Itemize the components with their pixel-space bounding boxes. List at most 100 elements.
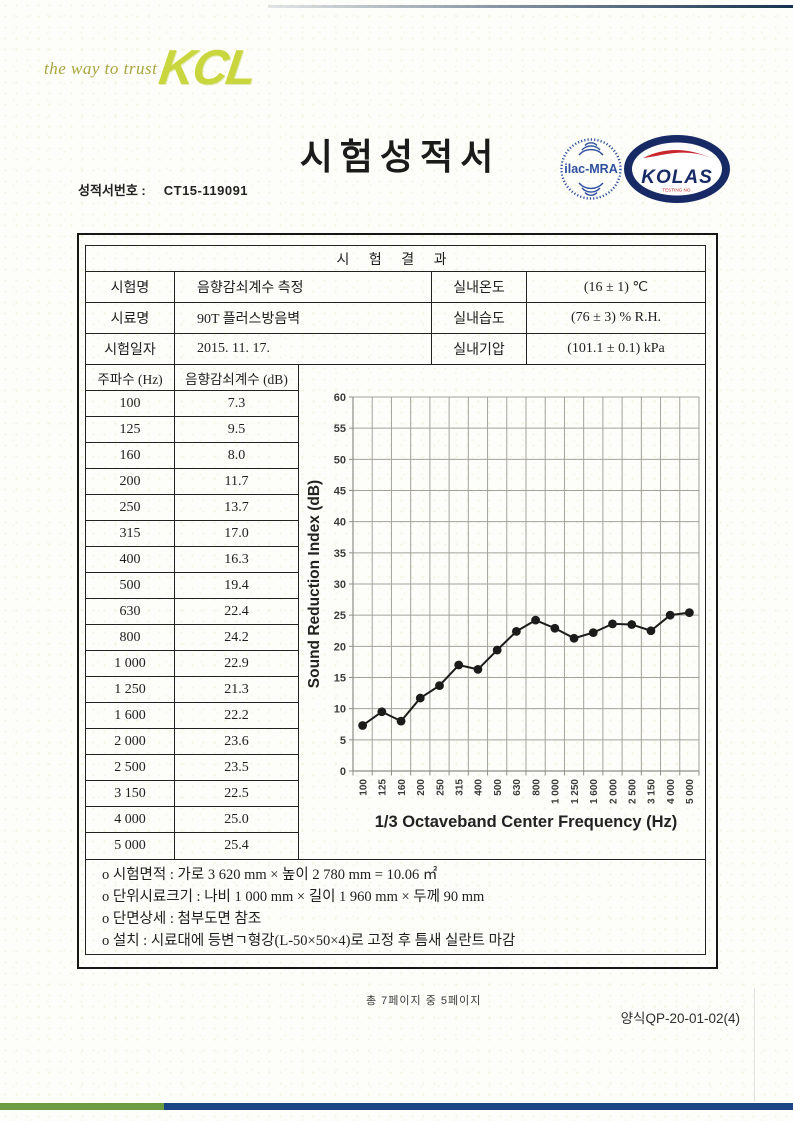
footer-bar-green xyxy=(0,1103,164,1110)
x-tick-label: 200 xyxy=(416,779,427,796)
freq-hz-cell: 1 600 xyxy=(86,703,175,728)
frequency-table: 주파수 (Hz) 음향감쇠계수 (dB) 100 7.3 125 9.5 160 8.0 2… xyxy=(86,365,299,859)
y-tick-label: 50 xyxy=(334,454,346,466)
data-point-marker xyxy=(454,660,464,670)
freq-db-cell: 16.3 xyxy=(224,551,249,567)
data-point-marker xyxy=(396,716,406,726)
freq-hz-cell: 315 xyxy=(86,521,175,546)
info-row-test-name: 시험명 음향감쇠계수 측정 실내온도 (16 ± 1) ℃ xyxy=(86,272,705,303)
freq-table-row: 125 9.5 xyxy=(86,417,298,443)
data-point-marker xyxy=(646,626,656,636)
col-header-frequency: 주파수 (Hz) xyxy=(86,365,175,390)
label-sample-name: 시료명 xyxy=(86,303,175,333)
freq-hz-cell: 4 000 xyxy=(86,807,175,832)
value-room-pressure: (101.1 ± 0.1) kPa xyxy=(567,341,665,356)
freq-db-cell: 17.0 xyxy=(224,525,249,541)
freq-db-cell: 22.9 xyxy=(224,655,249,671)
kolas-sub-text: TESTING NO. xyxy=(662,188,691,193)
data-point-marker xyxy=(550,623,560,633)
label-room-temp: 실내온도 xyxy=(432,272,527,302)
freq-table-row: 630 22.4 xyxy=(86,599,298,625)
freq-hz-cell: 800 xyxy=(86,625,175,650)
data-point-marker xyxy=(435,681,444,691)
results-table: 시 험 결 과 시험명 음향감쇠계수 측정 실내온도 (16 ± 1) ℃ 시료… xyxy=(85,245,706,955)
data-point-marker xyxy=(608,619,617,629)
freq-table-row: 315 17.0 xyxy=(86,521,298,547)
freq-table-row: 2 500 23.5 xyxy=(86,755,298,781)
x-tick-label: 800 xyxy=(531,779,542,796)
x-axis-title: 1/3 Octaveband Center Frequency (Hz) xyxy=(375,813,678,831)
freq-db-cell: 24.2 xyxy=(224,629,249,645)
freq-hz-cell: 160 xyxy=(86,443,175,468)
top-accent-line xyxy=(268,5,793,8)
freq-table-row: 500 19.4 xyxy=(86,573,298,599)
data-point-marker xyxy=(627,620,637,629)
freq-hz-cell: 400 xyxy=(86,547,175,572)
freq-table-row: 250 13.7 xyxy=(86,495,298,521)
freq-hz-cell: 2 000 xyxy=(86,729,175,754)
spec-notes: o 시험면적 : 가로 3 620 mm × 높이 2 780 mm = 10.… xyxy=(86,860,705,952)
freq-table-row: 5 000 25.4 xyxy=(86,833,298,859)
data-point-marker xyxy=(377,707,387,717)
page-title: 시험성적서 xyxy=(299,136,501,177)
info-row-test-date: 시험일자 2015. 11. 17. 실내기압 (101.1 ± 0.1) kP… xyxy=(86,334,705,365)
x-tick-label: 100 xyxy=(358,779,369,796)
data-point-marker xyxy=(684,608,694,618)
data-point-marker xyxy=(415,693,425,703)
freq-hz-cell: 200 xyxy=(86,469,175,494)
y-tick-label: 60 xyxy=(334,392,346,404)
results-outer-box: 시 험 결 과 시험명 음향감쇠계수 측정 실내온도 (16 ± 1) ℃ 시료… xyxy=(77,233,718,969)
frequency-table-body: 100 7.3 125 9.5 160 8.0 200 11.7 250 13.7 315 17.0 4… xyxy=(86,391,298,859)
freq-table-row: 4 000 25.0 xyxy=(86,807,298,833)
y-tick-label: 25 xyxy=(334,610,346,622)
brand-tagline: the way to trust xyxy=(44,59,158,78)
ilac-mra-seal-icon: ilac-MRA xyxy=(560,138,622,200)
freq-db-cell: 9.5 xyxy=(227,421,246,437)
freq-db-cell: 11.7 xyxy=(224,473,249,489)
results-main-region: 주파수 (Hz) 음향감쇠계수 (dB) 100 7.3 125 9.5 160 8.0 2… xyxy=(86,365,705,860)
y-tick-label: 35 xyxy=(334,548,346,560)
x-tick-label: 125 xyxy=(378,779,389,796)
freq-table-row: 400 16.3 xyxy=(86,547,298,573)
x-tick-label: 630 xyxy=(512,779,523,796)
x-tick-label: 4 000 xyxy=(666,779,677,804)
kolas-seal-icon: KOREA LABORATORY ACCREDITATION SCHEME KO… xyxy=(621,133,730,203)
y-tick-label: 55 xyxy=(334,423,346,435)
report-number-value: CT15-119091 xyxy=(163,183,249,198)
freq-db-cell: 23.6 xyxy=(224,733,249,749)
spec-note-line: o 설치 : 시료대에 등변ㄱ형강(L-50×50×4)로 고정 후 틈새 실란… xyxy=(102,933,516,949)
freq-db-cell: 13.7 xyxy=(224,499,249,515)
x-tick-label: 1 250 xyxy=(570,779,581,804)
freq-db-cell: 25.4 xyxy=(224,838,249,853)
x-tick-label: 315 xyxy=(455,779,466,796)
col-header-sri: 음향감쇠계수 (dB) xyxy=(185,371,288,387)
y-tick-label: 40 xyxy=(334,517,346,529)
x-tick-label: 1 600 xyxy=(589,779,600,804)
value-test-name: 음향감쇠계수 측정 xyxy=(175,272,432,302)
x-tick-label: 5 000 xyxy=(685,779,696,804)
freq-table-row: 2 000 23.6 xyxy=(86,729,298,755)
freq-table-row: 100 7.3 xyxy=(86,391,298,417)
freq-hz-cell: 2 500 xyxy=(86,755,175,780)
freq-db-cell: 19.4 xyxy=(224,577,249,593)
freq-db-cell: 23.5 xyxy=(224,759,249,775)
kolas-label: KOLAS xyxy=(641,167,713,188)
sri-chart-area: 0 5 10 15 20 25 30 35 40 45 50 55 60 100 125 160 200 250 3… xyxy=(299,365,705,859)
freq-hz-cell: 1 000 xyxy=(86,651,175,676)
label-room-humidity: 실내습도 xyxy=(432,303,527,333)
kcl-logo: KCL xyxy=(156,41,259,95)
freq-hz-cell: 3 150 xyxy=(86,781,175,806)
freq-db-cell: 22.2 xyxy=(224,707,249,723)
spec-note-line: o 단면상세 : 첨부도면 참조 xyxy=(102,911,262,927)
scan-artifact-line xyxy=(754,988,755,1102)
freq-table-row: 1 000 22.9 xyxy=(86,651,298,677)
y-tick-label: 20 xyxy=(334,641,346,653)
results-header: 시 험 결 과 xyxy=(86,246,705,272)
page-count-text: 총 7페이지 중 5페이지 xyxy=(366,995,482,1007)
data-point-marker xyxy=(569,633,579,643)
y-tick-label: 5 xyxy=(340,735,346,747)
data-point-marker xyxy=(665,610,675,620)
y-tick-label: 0 xyxy=(340,766,346,778)
freq-hz-cell: 630 xyxy=(86,599,175,624)
